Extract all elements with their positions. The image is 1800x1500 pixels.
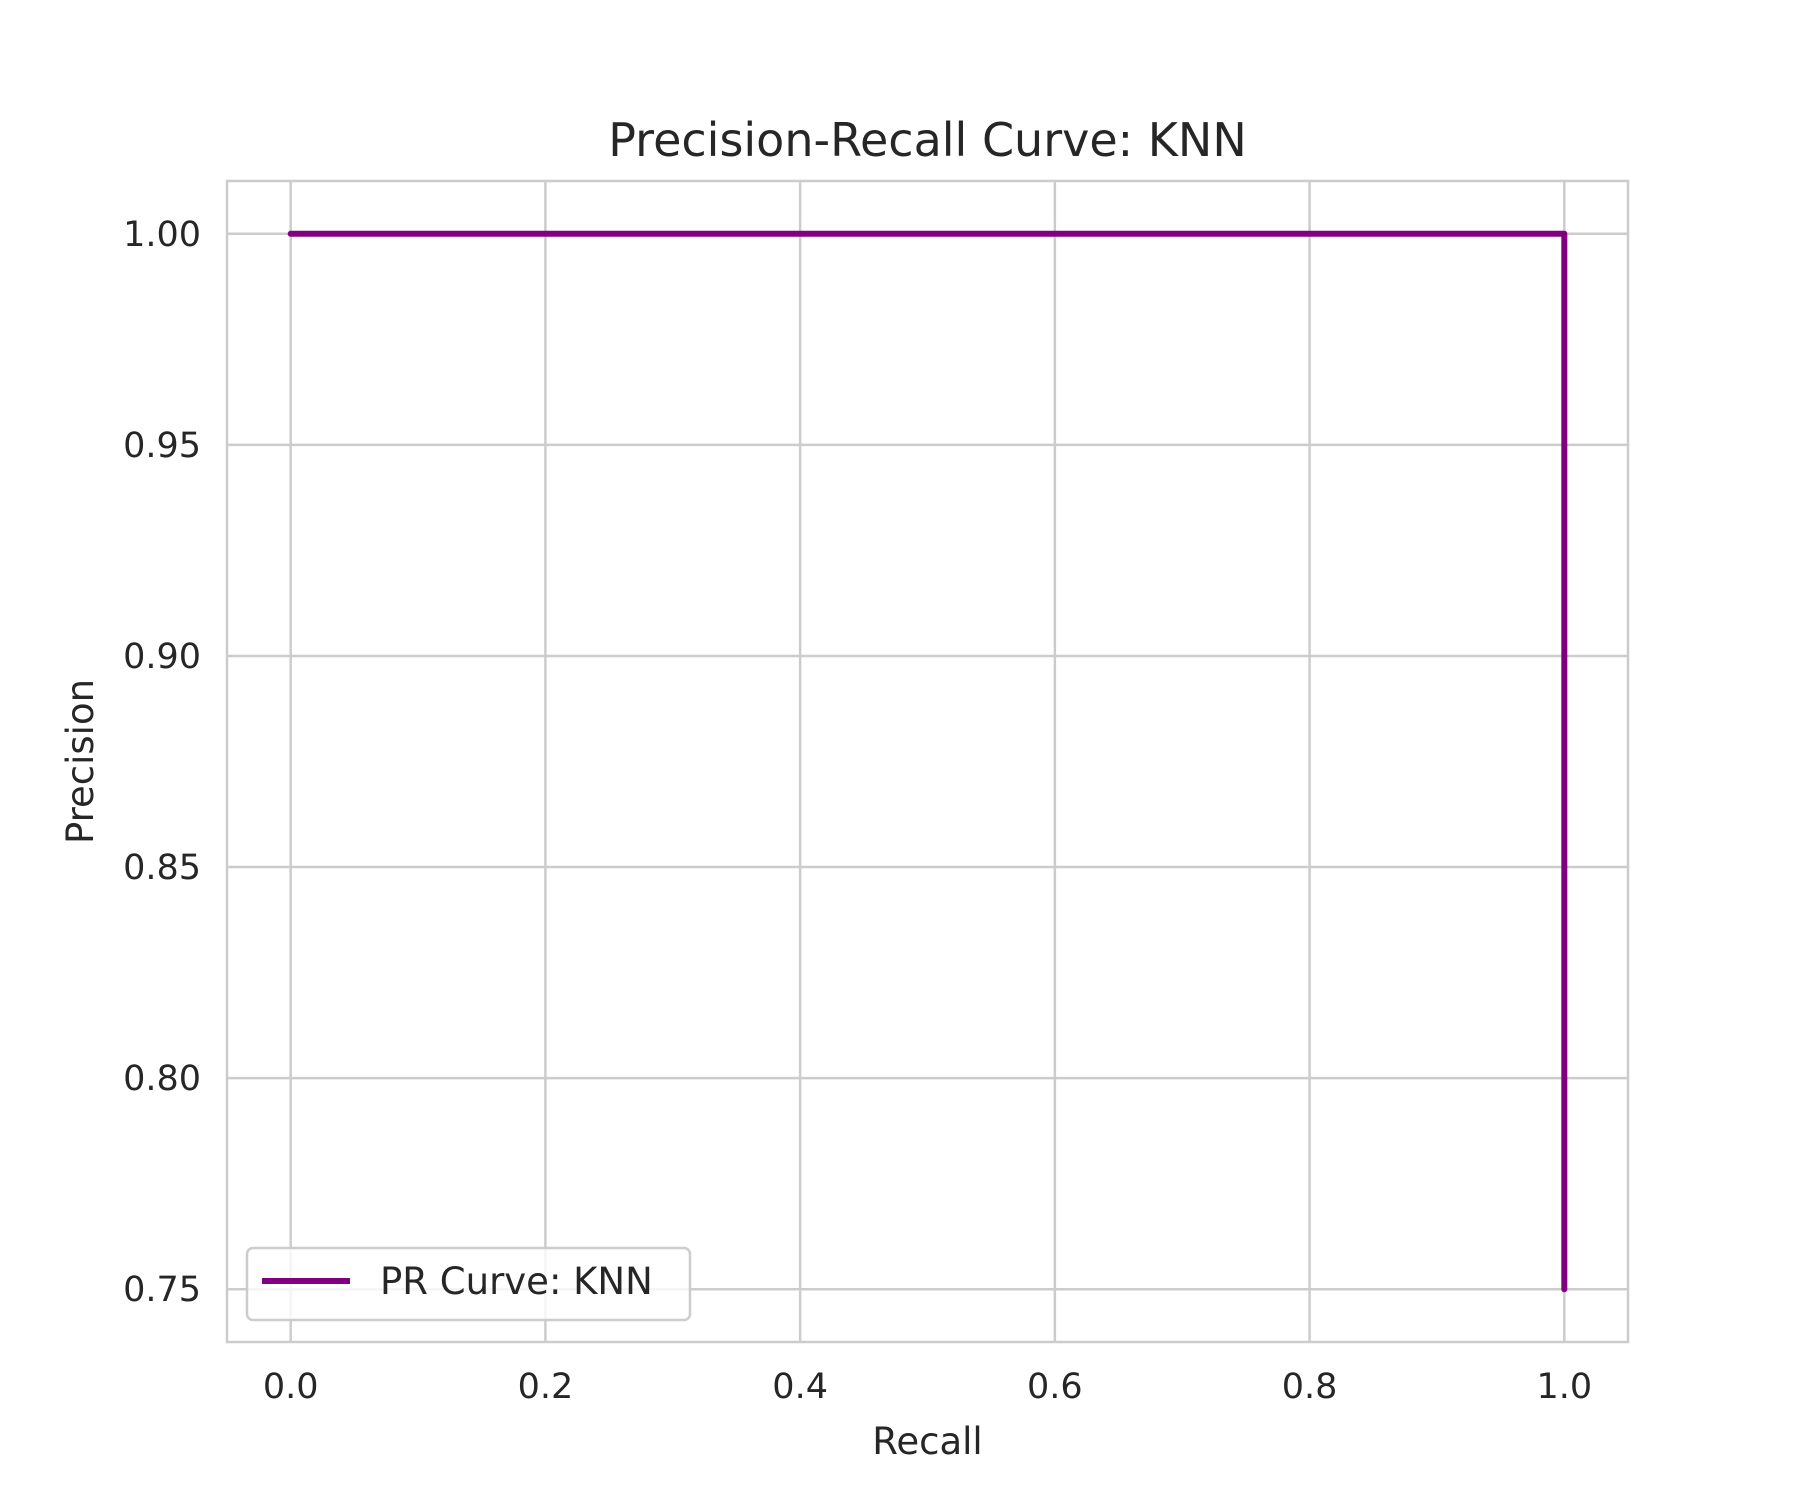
series-line [287,230,1568,1293]
x-tick-label: 0.0 [263,1367,319,1407]
y-tick-label: 0.75 [123,1270,201,1310]
y-tick-label: 0.95 [123,426,201,466]
y-tick-label: 0.90 [123,637,201,677]
y-tick-label: 0.80 [123,1059,201,1099]
x-tick-label: 0.4 [772,1367,828,1407]
x-tick-label: 0.8 [1282,1367,1338,1407]
x-tick-label: 1.0 [1536,1367,1592,1407]
x-tick-label: 0.6 [1027,1367,1083,1407]
x-tick-label: 0.2 [518,1367,574,1407]
x-tick-labels: 0.0 0.2 0.4 0.6 0.8 1.0 [263,1367,1592,1407]
legend-label: PR Curve: KNN [380,1260,653,1303]
x-axis-label: Recall [872,1420,982,1463]
y-tick-label: 1.00 [123,215,201,255]
chart-title: Precision-Recall Curve: KNN [608,113,1247,167]
series-layer [287,230,1568,1293]
y-tick-label: 0.85 [123,848,201,888]
legend-box [245,1246,692,1322]
y-axis-label: Precision [59,679,102,844]
legend: PR Curve: KNN [245,1246,692,1322]
plot-frame [225,179,1630,1344]
y-tick-labels: 0.75 0.80 0.85 0.90 0.95 1.00 [123,215,201,1310]
